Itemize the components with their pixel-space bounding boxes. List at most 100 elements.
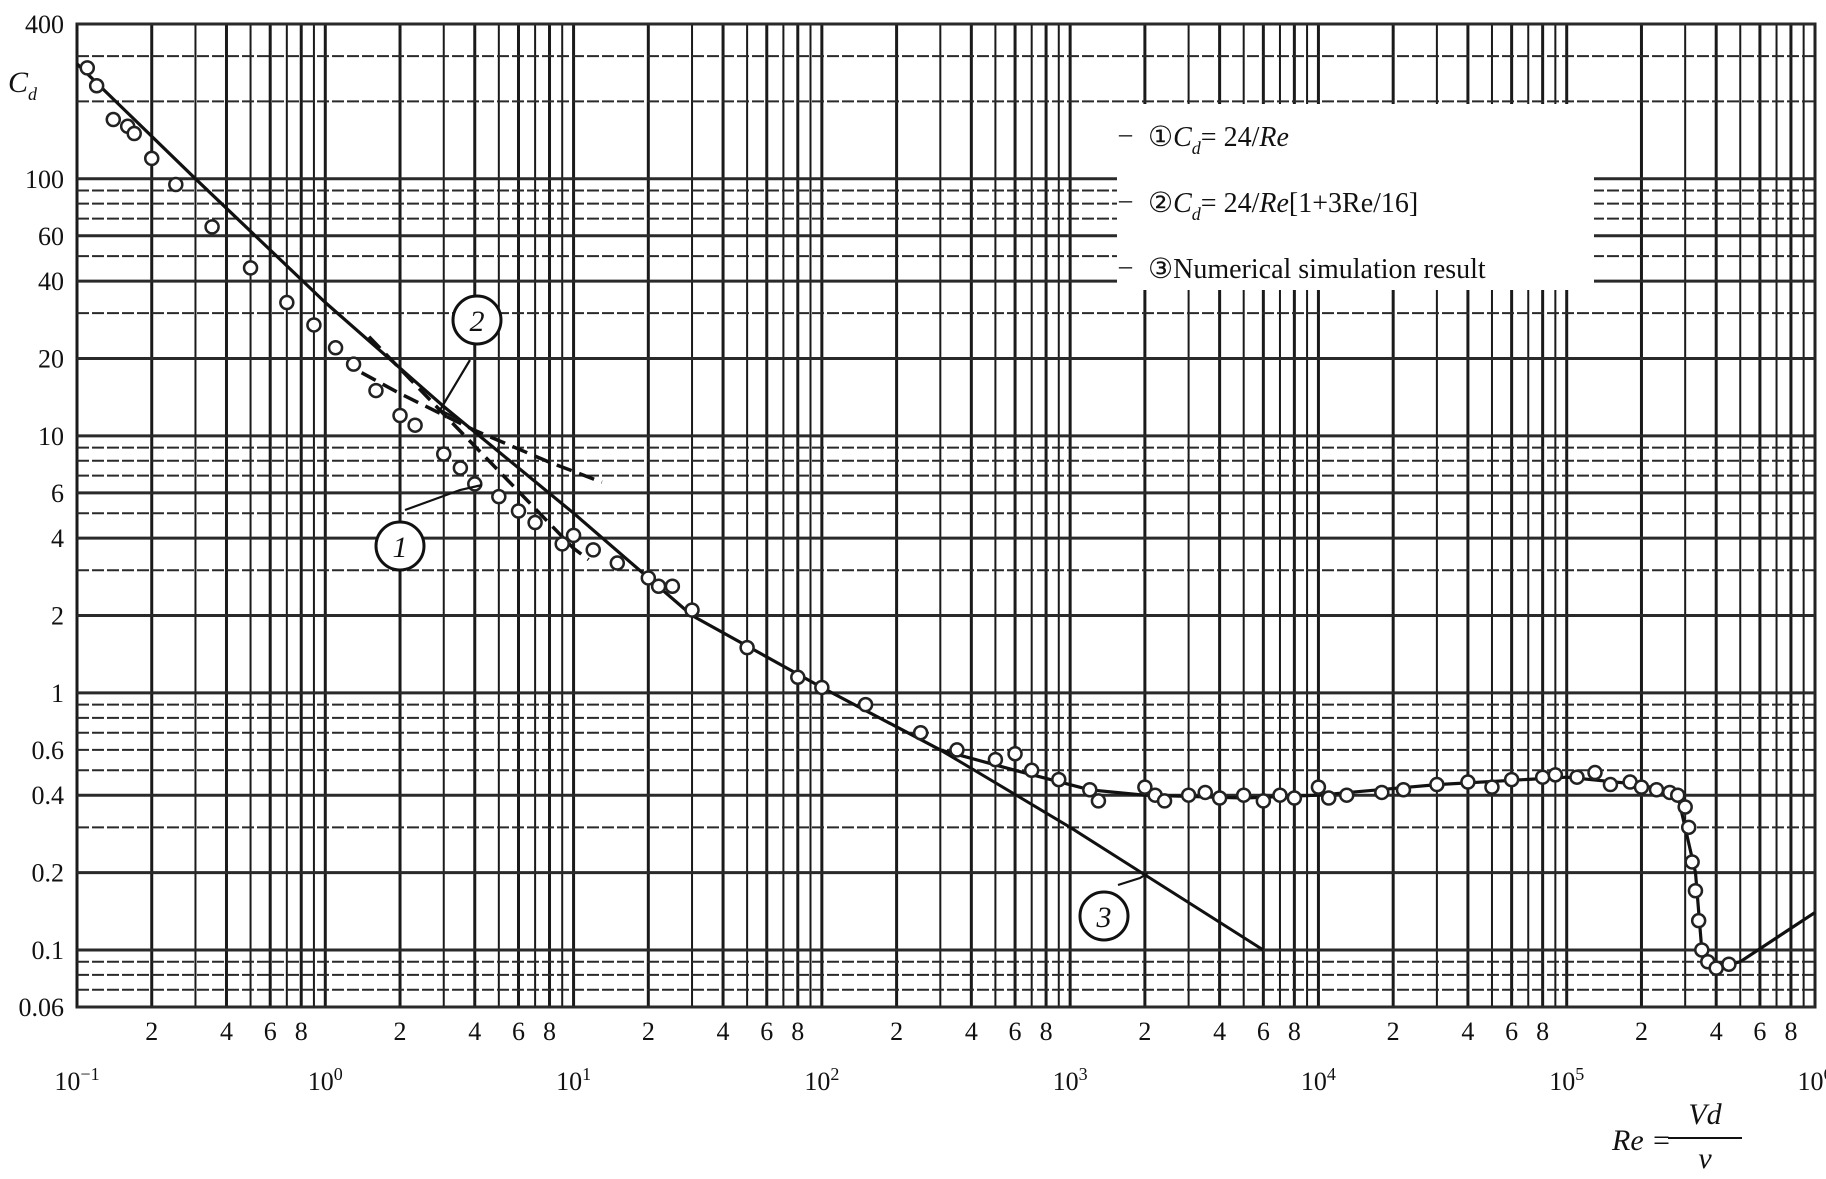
x-minor-tick-label: 2	[1387, 1017, 1400, 1046]
data-point-marker	[790, 669, 806, 686]
callout-curve-1-label: 1	[393, 531, 408, 564]
x-decade-tick-label: 102	[804, 1064, 839, 1096]
data-point-marker	[1547, 767, 1564, 783]
data-point-marker	[1569, 769, 1585, 785]
data-point-marker	[739, 639, 755, 656]
data-point-marker	[242, 260, 259, 276]
data-point-marker	[1338, 787, 1355, 803]
data-point-marker	[452, 460, 469, 476]
x-minor-tick-label: 8	[543, 1017, 556, 1046]
data-point-marker	[1137, 779, 1153, 795]
data-point-marker	[1648, 782, 1665, 798]
x-decade-tick-label: 106	[1798, 1064, 1826, 1096]
data-point-marker	[684, 602, 700, 618]
data-point-marker	[368, 382, 384, 399]
x-minor-tick-label: 4	[1710, 1017, 1723, 1046]
data-point-marker	[1320, 790, 1337, 806]
data-point-marker	[949, 742, 965, 758]
x-minor-tick-label: 6	[264, 1017, 277, 1046]
y-tick-label: 60	[38, 222, 64, 251]
x-decade-tick-label: 100	[308, 1064, 343, 1096]
data-point-marker	[1255, 793, 1272, 809]
data-point-marker	[126, 125, 142, 142]
x-minor-tick-label: 2	[890, 1017, 903, 1046]
data-point-marker	[306, 317, 322, 333]
data-point-marker	[565, 527, 582, 544]
data-point-marker	[1180, 787, 1197, 803]
y-tick-label: 4	[51, 524, 64, 553]
legend-dash-2: –	[1118, 185, 1133, 214]
y-tick-label: 20	[38, 344, 64, 373]
y-tick-label: 0.06	[19, 993, 65, 1022]
data-point-marker	[1690, 912, 1707, 929]
x-minor-tick-label: 4	[1461, 1017, 1474, 1046]
y-tick-label: 0.6	[32, 736, 65, 765]
legend-dash-1: –	[1118, 119, 1133, 148]
data-point-marker	[204, 219, 220, 235]
data-point-marker	[1680, 819, 1697, 836]
x-minor-tick-label: 6	[1009, 1017, 1022, 1046]
x-minor-tick-label: 8	[1288, 1017, 1301, 1046]
data-point-marker	[1051, 771, 1067, 788]
x-axis-label-lhs: Re =	[1611, 1124, 1671, 1157]
data-point-marker	[1286, 790, 1303, 806]
data-point-marker	[1684, 854, 1700, 870]
data-point-marker	[1156, 793, 1173, 809]
data-point-marker	[664, 578, 681, 594]
data-point-marker	[168, 176, 184, 193]
callout-curve-2-leader	[438, 359, 471, 421]
x-minor-tick-label: 8	[1040, 1017, 1053, 1046]
x-minor-tick-label: 2	[145, 1017, 158, 1046]
x-minor-tick-label: 6	[760, 1017, 773, 1046]
data-point-marker	[1694, 942, 1710, 958]
data-point-marker	[1211, 790, 1228, 806]
plot-series	[75, 60, 1816, 976]
data-point-marker	[1235, 787, 1252, 803]
data-point-marker	[1587, 764, 1603, 781]
x-axis-label-numerator: Vd	[1688, 1098, 1722, 1131]
x-minor-tick-label: 4	[220, 1017, 233, 1046]
x-decade-tick-label: 101	[556, 1064, 591, 1096]
data-point-marker	[640, 570, 657, 586]
y-tick-label: 1	[51, 679, 64, 708]
data-point-marker	[554, 536, 570, 552]
y-tick-label: 400	[25, 10, 64, 39]
x-minor-tick-label: 4	[717, 1017, 730, 1046]
x-minor-tick-label: 6	[512, 1017, 525, 1046]
data-point-marker	[392, 407, 408, 424]
data-point-marker	[88, 78, 105, 94]
data-point-marker	[1503, 771, 1520, 788]
data-point-marker	[609, 555, 626, 571]
series-line-4	[939, 748, 1265, 952]
y-tick-label: 100	[25, 165, 64, 194]
y-tick-label: 0.4	[32, 781, 65, 810]
data-point-marker	[1534, 769, 1551, 785]
callout-curve-3-circle	[1078, 890, 1130, 942]
curve-callouts: 2 1 3	[374, 294, 1149, 942]
data-point-marker	[912, 724, 929, 741]
data-point-marker	[1197, 784, 1213, 801]
x-minor-tick-label: 2	[642, 1017, 655, 1046]
x-minor-tick-label: 4	[468, 1017, 481, 1046]
x-decade-tick-label: 105	[1549, 1064, 1584, 1096]
x-axis-label-denominator: ν	[1698, 1142, 1712, 1175]
data-point-marker	[1669, 787, 1686, 803]
grid-lines	[75, 22, 1817, 1009]
legend-entry-3: ③Numerical simulation result	[1148, 254, 1486, 285]
x-decade-tick-label: 103	[1053, 1064, 1088, 1096]
x-minor-tick-label: 2	[1635, 1017, 1648, 1046]
data-point-marker	[1429, 776, 1445, 793]
x-minor-tick-label: 8	[295, 1017, 308, 1046]
x-minor-tick-label: 8	[1536, 1017, 1549, 1046]
series-line-2	[360, 371, 603, 484]
data-point-marker	[1007, 745, 1023, 762]
x-minor-tick-label: 2	[1138, 1017, 1151, 1046]
y-tick-label: 0.1	[32, 936, 65, 965]
data-point-marker	[650, 578, 667, 594]
data-point-marker	[1708, 960, 1724, 976]
data-point-marker	[105, 111, 122, 128]
x-minor-tick-label: 2	[394, 1017, 407, 1046]
callout-curve-1-circle	[374, 520, 426, 572]
